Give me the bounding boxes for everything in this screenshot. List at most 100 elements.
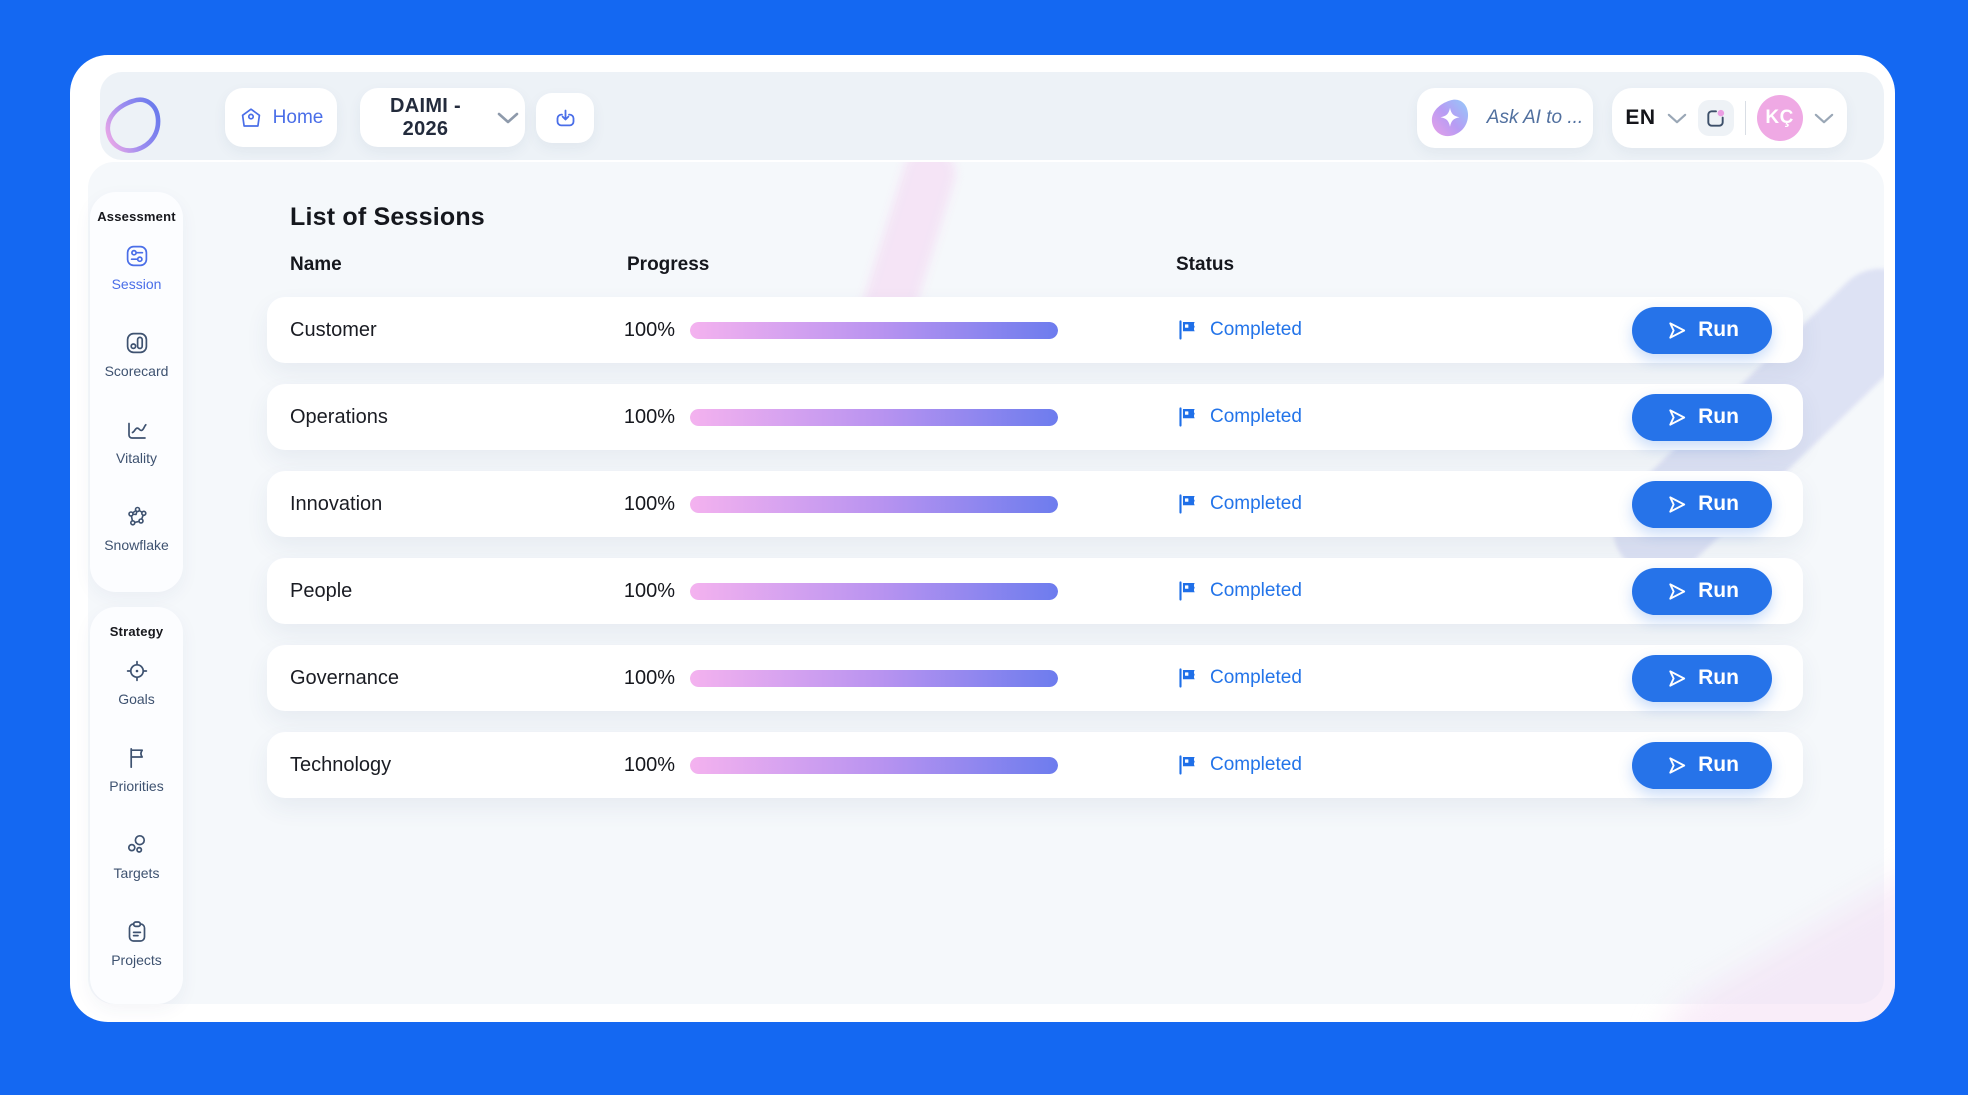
session-name: Operations [290, 405, 388, 428]
workspace-selector[interactable]: DAIMI - 2026 [360, 88, 525, 147]
clipboard-icon [128, 921, 145, 942]
session-name: Governance [290, 666, 399, 689]
notification-dot-icon [1707, 109, 1725, 127]
language-selector[interactable]: EN [1625, 106, 1656, 129]
sidebar-item-priorities[interactable]: Priorities [90, 726, 183, 813]
progress-percent: 100% [623, 492, 675, 515]
sidebar-item-projects[interactable]: Projects [90, 900, 183, 987]
sidebar-section-title: Strategy [109, 624, 164, 639]
send-icon [1669, 495, 1686, 513]
session-row: Technology 100% Completed [267, 732, 1803, 798]
brand-logo-icon[interactable] [101, 95, 165, 157]
send-icon [1669, 756, 1686, 774]
progress-bar [690, 582, 1058, 600]
sidebar-item-goals[interactable]: Goals [90, 639, 183, 726]
status-badge: Completed [1176, 667, 1386, 689]
column-header-status: Status [1176, 254, 1235, 275]
column-header-progress: Progress [627, 254, 710, 275]
session-row: Operations 100% Completed [267, 384, 1803, 450]
flag-icon [1179, 320, 1195, 340]
session-list: Customer 100% Completed [267, 297, 1803, 798]
send-icon [1669, 582, 1686, 600]
download-icon [556, 109, 574, 126]
run-button[interactable]: Run [1632, 480, 1772, 528]
run-label: Run [1698, 666, 1739, 689]
app-window: Home DAIMI - 2026 Ask AI to [70, 55, 1895, 1022]
bubbles-icon [127, 834, 145, 853]
sidebar-item-snowflake[interactable]: Snowflake [90, 485, 183, 572]
session-name: Technology [290, 753, 392, 776]
workspace-label: DAIMI - 2026 [390, 94, 461, 140]
session-row: Innovation 100% Completed [267, 471, 1803, 537]
run-button[interactable]: Run [1632, 741, 1772, 789]
session-name: People [290, 579, 353, 602]
run-button[interactable]: Run [1632, 306, 1772, 354]
ask-ai-label: Ask AI to ... [1486, 107, 1584, 128]
scorecard-icon [126, 332, 147, 354]
run-button[interactable]: Run [1632, 654, 1772, 702]
sidebar-item-targets[interactable]: Targets [90, 813, 183, 900]
chevron-down-icon[interactable] [1814, 113, 1834, 124]
line-chart-icon [127, 422, 147, 439]
progress-bar-fill [690, 756, 1058, 774]
sidebar-section-title: Assessment [97, 209, 176, 224]
home-icon [241, 107, 260, 127]
sidebar-section-assessment: Assessment Session Scorecard [90, 192, 183, 592]
sidebar-item-label: Goals [118, 691, 155, 707]
status-badge: Completed [1176, 319, 1386, 341]
status-label: Completed [1210, 667, 1302, 688]
send-icon [1669, 321, 1686, 339]
account-cluster: EN KÇ [1612, 88, 1847, 148]
run-button[interactable]: Run [1632, 567, 1772, 615]
status-badge: Completed [1176, 754, 1386, 776]
chevron-down-icon [497, 112, 519, 123]
notifications-button[interactable] [1697, 100, 1734, 136]
send-icon [1669, 408, 1686, 426]
run-label: Run [1698, 753, 1739, 776]
progress-bar [690, 408, 1058, 426]
sidebar-item-label: Targets [113, 865, 160, 881]
flag-outline-icon [129, 747, 143, 769]
progress-bar [690, 756, 1058, 774]
sidebar-item-vitality[interactable]: Vitality [90, 398, 183, 485]
download-button[interactable] [536, 93, 594, 143]
divider [1744, 101, 1746, 135]
ask-ai-button[interactable]: Ask AI to ... [1417, 88, 1593, 148]
home-button[interactable]: Home [225, 88, 337, 147]
sidebar-item-label: Session [111, 276, 162, 292]
progress-bar [690, 321, 1058, 339]
progress-percent: 100% [623, 405, 675, 428]
progress-percent: 100% [623, 579, 675, 602]
status-badge: Completed [1176, 493, 1386, 515]
run-label: Run [1698, 492, 1739, 515]
flag-icon [1179, 668, 1195, 688]
run-label: Run [1698, 579, 1739, 602]
sidebar-section-strategy: Strategy Goals Priorities [90, 607, 183, 1004]
progress-bar [690, 495, 1058, 513]
table-header: Name Progress Status [290, 254, 1234, 276]
status-label: Completed [1210, 754, 1302, 775]
avatar-initials: KÇ [1765, 107, 1794, 128]
run-button[interactable]: Run [1632, 393, 1772, 441]
run-label: Run [1698, 318, 1739, 341]
home-label: Home [272, 106, 324, 128]
session-row: People 100% Completed [267, 558, 1803, 624]
progress-bar-fill [690, 495, 1058, 513]
flag-icon [1179, 407, 1195, 427]
run-label: Run [1698, 405, 1739, 428]
session-row: Customer 100% Completed [267, 297, 1803, 363]
progress-bar-fill [690, 669, 1058, 687]
status-badge: Completed [1176, 580, 1386, 602]
sidebar-item-scorecard[interactable]: Scorecard [90, 311, 183, 398]
sidebar-item-label: Priorities [109, 778, 164, 794]
sidebar-item-session[interactable]: Session [90, 224, 183, 311]
avatar[interactable]: KÇ [1756, 95, 1803, 141]
ai-sparkle-icon [1431, 99, 1468, 136]
progress-bar-fill [690, 408, 1058, 426]
progress-percent: 100% [623, 753, 675, 776]
sidebar-item-label: Projects [111, 952, 162, 968]
session-name: Customer [290, 318, 377, 341]
send-icon [1669, 669, 1686, 687]
sliders-icon [126, 245, 147, 267]
chevron-down-icon[interactable] [1667, 113, 1687, 124]
